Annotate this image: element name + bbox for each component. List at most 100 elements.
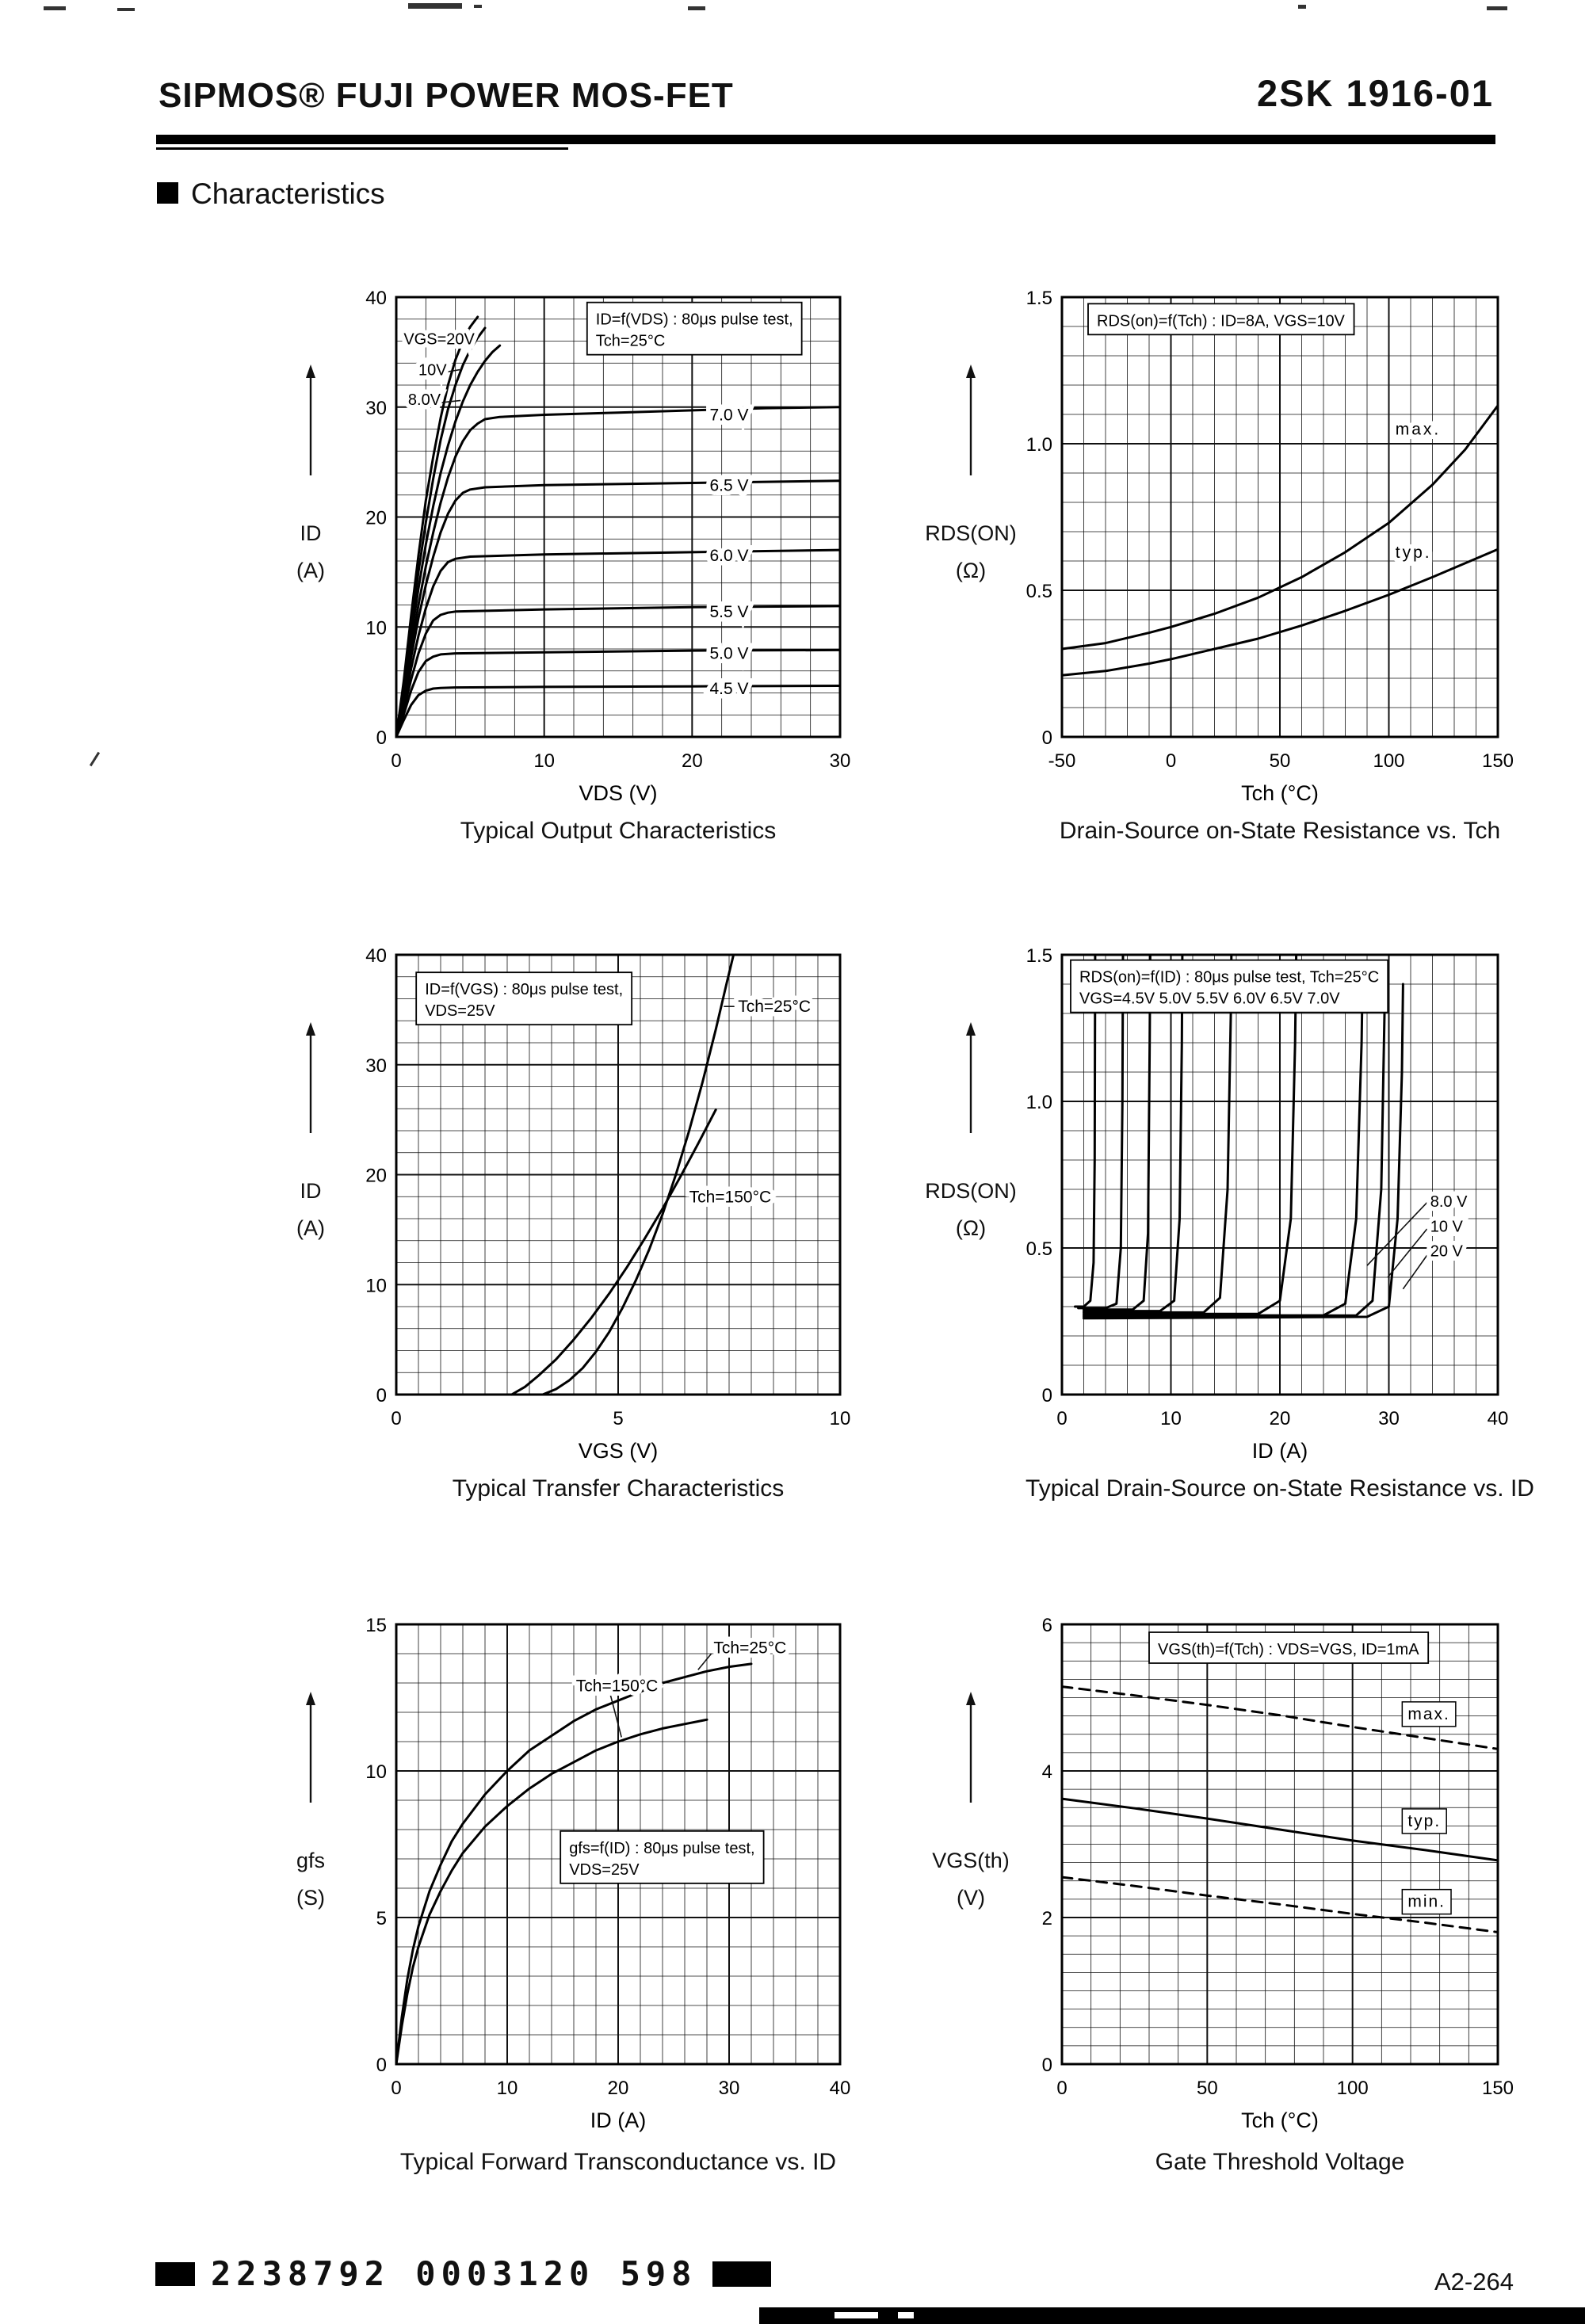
svg-text:30: 30	[365, 1055, 387, 1077]
barcode-text: 2238792 0003120 598	[211, 2254, 697, 2293]
svg-text:VDS=25V: VDS=25V	[569, 1861, 640, 1879]
chart-caption: Drain-Source on-State Resistance vs. Tch	[1059, 818, 1501, 844]
y-axis-unit-label: (Ω)	[955, 559, 987, 582]
scan-artifact	[835, 2312, 878, 2318]
section-heading: Characteristics	[157, 177, 385, 211]
scan-artifact	[1487, 6, 1507, 10]
svg-text:Tch (°C): Tch (°C)	[1241, 781, 1319, 805]
svg-text:0: 0	[376, 2055, 387, 2076]
chart-svg: 8.0 V 10 V 20 V RDS(on)=f(ID) : 80μs pulse …	[1026, 945, 1509, 1463]
svg-text:20: 20	[682, 750, 703, 772]
svg-text:10: 10	[1160, 1408, 1182, 1429]
svg-text:20 V: 20 V	[1430, 1243, 1464, 1261]
svg-text:0: 0	[1056, 1408, 1067, 1429]
svg-text:Tch=150°C: Tch=150°C	[576, 1677, 659, 1696]
svg-text:4: 4	[1042, 1761, 1052, 1783]
svg-text:10: 10	[365, 1275, 387, 1296]
scan-artifact	[44, 6, 66, 10]
page-number: A2-264	[1434, 2268, 1514, 2295]
scan-artifact	[474, 5, 482, 8]
svg-text:6.5 V: 6.5 V	[709, 476, 748, 494]
svg-text:40: 40	[1488, 1408, 1509, 1429]
chart-canvas-rdson-vs-id: 8.0 V 10 V 20 V RDS(on)=f(ID) : 80μs pulse …	[1006, 939, 1515, 1468]
scan-artifact	[117, 8, 135, 11]
chart-canvas-gate-threshold: max. typ. min. VGS(th)=f(Tch) : VDS=VGS, ID…	[1006, 1608, 1515, 2138]
scan-artifact	[898, 2312, 914, 2318]
svg-text:50: 50	[1197, 2078, 1218, 2099]
y-axis-arrow-icon	[306, 1692, 315, 1803]
svg-text:50: 50	[1270, 750, 1291, 772]
chart-canvas-output-characteristics: VGS=20V 10V 8.0V 7.0 V 6.5 V 6.0 V 5.5 V 5.0 V 4…	[341, 281, 857, 811]
svg-text:8.0 V: 8.0 V	[1430, 1193, 1468, 1211]
svg-text:0: 0	[1056, 2078, 1067, 2099]
svg-text:0: 0	[391, 2078, 401, 2099]
svg-text:ID (A): ID (A)	[1252, 1439, 1308, 1463]
y-axis-arrow-icon	[306, 364, 315, 475]
svg-text:Tch=25°C: Tch=25°C	[713, 1639, 786, 1658]
svg-text:VGS(th)=f(Tch) : VDS=VGS, ID=: VGS(th)=f(Tch) : VDS=VGS, ID=1mA	[1158, 1641, 1419, 1658]
svg-text:10: 10	[533, 750, 555, 772]
svg-text:1.0: 1.0	[1026, 434, 1052, 456]
svg-text:VGS (V): VGS (V)	[579, 1439, 659, 1463]
svg-text:max.: max.	[1407, 1705, 1450, 1723]
y-axis-arrow-icon	[966, 364, 976, 475]
svg-text:8.0V: 8.0V	[408, 391, 441, 409]
svg-text:0.5: 0.5	[1026, 581, 1052, 602]
svg-text:max.: max.	[1396, 421, 1442, 439]
svg-text:30: 30	[830, 750, 851, 772]
svg-text:0: 0	[1042, 1385, 1052, 1406]
y-axis-unit-label: (S)	[296, 1886, 325, 1910]
svg-text:Tch=150°C: Tch=150°C	[689, 1188, 772, 1206]
chart-caption: Typical Output Characteristics	[460, 818, 777, 844]
svg-text:0: 0	[1042, 2055, 1052, 2076]
svg-text:RDS(on)=f(ID) : 80μs pulse tes: RDS(on)=f(ID) : 80μs pulse test, Tch=25°…	[1079, 969, 1379, 986]
svg-text:20: 20	[365, 508, 387, 529]
svg-text:5: 5	[613, 1408, 623, 1429]
svg-text:30: 30	[365, 398, 387, 419]
svg-text:150: 150	[1482, 2078, 1514, 2099]
y-axis-unit-block-1: ID (A)	[247, 364, 374, 583]
svg-text:gfs=f(ID) : 80μs pulse test,: gfs=f(ID) : 80μs pulse test,	[569, 1840, 754, 1857]
svg-text:RDS(on)=f(Tch) : ID=8A, VGS=1: RDS(on)=f(Tch) : ID=8A, VGS=10V	[1097, 312, 1346, 330]
y-axis-unit-label: (A)	[296, 1216, 325, 1240]
svg-text:20: 20	[365, 1166, 387, 1187]
y-axis-unit-label: RDS(ON)	[925, 521, 1017, 545]
chart-caption: Typical Transfer Characteristics	[452, 1475, 785, 1502]
svg-text:1.5: 1.5	[1026, 288, 1052, 309]
svg-text:ID=f(VDS) : 80μs pulse test,: ID=f(VDS) : 80μs pulse test,	[596, 311, 793, 329]
svg-text:ID=f(VGS) : 80μs pulse test,: ID=f(VGS) : 80μs pulse test,	[425, 981, 623, 998]
svg-text:40: 40	[830, 2078, 851, 2099]
svg-text:10V: 10V	[418, 362, 447, 380]
y-axis-unit-label: (A)	[296, 559, 325, 582]
chart-svg: Tch=25°C Tch=150°C ID=f(VGS) : 80μs pulse …	[365, 945, 850, 1463]
svg-text:min.: min.	[1407, 1893, 1446, 1911]
svg-text:0.5: 0.5	[1026, 1238, 1052, 1260]
chart-canvas-transfer-characteristics: Tch=25°C Tch=150°C ID=f(VGS) : 80μs pulse …	[341, 939, 857, 1468]
svg-text:30: 30	[719, 2078, 740, 2099]
part-number: 2SK 1916-01	[1257, 72, 1494, 114]
svg-text:10: 10	[365, 617, 387, 639]
svg-text:0: 0	[391, 750, 401, 772]
bottom-scan-bar	[759, 2307, 1585, 2324]
chart-canvas-transconductance: Tch=25°C Tch=150°C gfs=f(ID) : 80μs pulse …	[341, 1608, 857, 2138]
svg-text:-50: -50	[1048, 750, 1076, 772]
svg-text:5.0 V: 5.0 V	[709, 645, 748, 663]
svg-text:ID (A): ID (A)	[590, 2108, 647, 2132]
svg-text:6: 6	[1042, 1615, 1052, 1636]
footer-barcode: 2238792 0003120 598	[155, 2254, 772, 2293]
chart-svg: max. typ. RDS(on)=f(Tch) : ID=8A, VGS=10V -…	[1026, 288, 1514, 805]
svg-text:0: 0	[376, 1385, 387, 1406]
svg-text:5: 5	[376, 1908, 387, 1929]
svg-text:40: 40	[365, 945, 387, 967]
y-axis-unit-label: (Ω)	[955, 1216, 987, 1240]
scan-artifact	[408, 3, 462, 9]
chart-svg: max. typ. min. VGS(th)=f(Tch) : VDS=VGS, ID…	[1042, 1615, 1514, 2132]
y-axis-unit-block-3: ID (A)	[247, 1022, 374, 1241]
y-axis-unit-block-2: RDS(ON) (Ω)	[907, 364, 1034, 583]
svg-text:100: 100	[1337, 2078, 1369, 2099]
svg-text:20: 20	[1270, 1408, 1291, 1429]
svg-text:2: 2	[1042, 1908, 1052, 1929]
scan-artifact	[89, 751, 101, 767]
header-title: SIPMOS® FUJI POWER MOS-FET	[158, 76, 734, 115]
